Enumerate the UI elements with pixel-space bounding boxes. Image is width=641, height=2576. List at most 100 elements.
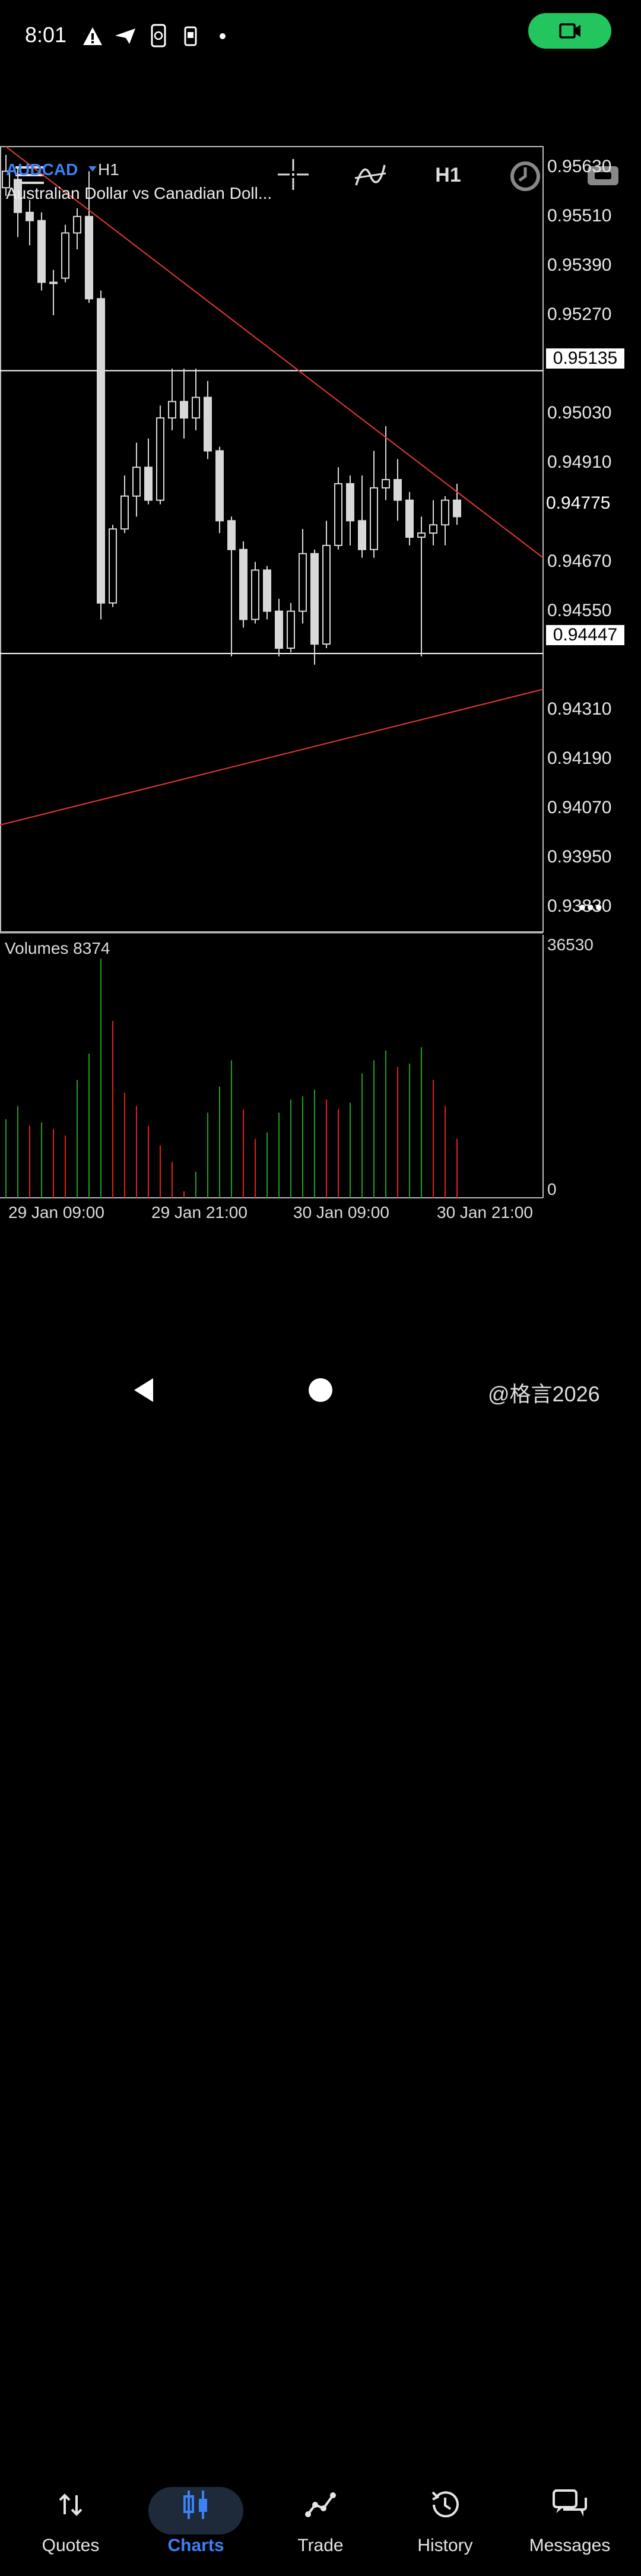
candle-body bbox=[394, 479, 402, 501]
candle-body bbox=[97, 298, 105, 604]
price-chart[interactable] bbox=[0, 144, 641, 1213]
nav-history[interactable]: History bbox=[392, 2481, 499, 2576]
charts-icon bbox=[183, 2491, 207, 2519]
price-tick-label: 0.95510 bbox=[547, 205, 612, 226]
watermark: @格言2026 bbox=[488, 1382, 600, 1406]
candle-body bbox=[132, 467, 141, 497]
chart-timeframe-label: H1 bbox=[98, 160, 119, 179]
video-camera-icon bbox=[559, 23, 580, 39]
indicators-icon[interactable] bbox=[354, 160, 387, 190]
nav-messages[interactable]: Messages bbox=[516, 2481, 623, 2576]
home-icon[interactable] bbox=[309, 1378, 332, 1402]
menu-icon[interactable] bbox=[15, 165, 44, 185]
candle-body bbox=[120, 495, 129, 530]
nav-quotes-label: Quotes bbox=[42, 2536, 100, 2555]
volumes-label: Volumes 8374 bbox=[5, 939, 110, 957]
chart-toolbar: H1 bbox=[0, 71, 641, 191]
candle-body bbox=[144, 467, 153, 501]
screen-record-button[interactable] bbox=[528, 13, 611, 49]
price-pane-frame bbox=[0, 146, 544, 932]
candle-body bbox=[251, 569, 259, 620]
candle-body bbox=[14, 179, 22, 213]
candle-body bbox=[73, 215, 81, 234]
candle-body bbox=[310, 553, 319, 645]
phone-icon bbox=[184, 26, 197, 46]
price-tick-label: 0.94190 bbox=[547, 748, 612, 769]
candle-body bbox=[287, 610, 295, 649]
back-icon[interactable] bbox=[132, 1377, 156, 1403]
nav-history-label: History bbox=[417, 2536, 473, 2555]
status-time: 8:01 bbox=[25, 23, 67, 47]
price-tick-label: 0.93830 bbox=[547, 896, 612, 916]
price-tick-label: 0.94070 bbox=[547, 798, 612, 818]
status-bar: 8:01 bbox=[0, 0, 641, 71]
time-label: 29 Jan 21:00 bbox=[151, 1203, 247, 1222]
symbol-label[interactable]: AUDCAD bbox=[6, 160, 78, 179]
price-tick-label: 0.94670 bbox=[547, 551, 612, 571]
candle-body bbox=[263, 569, 271, 612]
volume-scale-max: 36530 bbox=[547, 935, 594, 954]
price-tick-label: 0.95030 bbox=[547, 403, 612, 423]
current-price: 0.94775 bbox=[546, 493, 624, 513]
upper-level-price: 0.95135 bbox=[546, 348, 624, 369]
candle-body bbox=[85, 215, 93, 300]
candle-body bbox=[322, 544, 331, 645]
candle-body bbox=[26, 211, 34, 221]
candle-body bbox=[370, 487, 378, 550]
warning-icon bbox=[83, 27, 102, 45]
candle-body bbox=[453, 499, 461, 518]
trade-panel-icon[interactable] bbox=[586, 164, 620, 188]
nav-charts[interactable]: Charts bbox=[142, 2481, 249, 2576]
time-label: 30 Jan 21:00 bbox=[437, 1203, 533, 1222]
crosshair-icon[interactable] bbox=[278, 159, 309, 190]
price-tick-label: 0.95270 bbox=[547, 304, 612, 324]
candle-body bbox=[346, 483, 354, 522]
trendline bbox=[5, 146, 544, 559]
price-tick-label: 0.95630 bbox=[547, 156, 612, 176]
more-options-icon[interactable]: ••• bbox=[579, 896, 604, 919]
candle-body bbox=[37, 220, 46, 283]
history-icon bbox=[431, 2491, 459, 2518]
candle-body bbox=[156, 417, 164, 501]
candle-body bbox=[49, 281, 58, 284]
candle-body bbox=[275, 610, 283, 649]
candle-body bbox=[227, 520, 236, 550]
candle-body bbox=[2, 170, 10, 189]
candle-body bbox=[204, 396, 212, 452]
candle-body bbox=[441, 499, 449, 526]
candle-body bbox=[299, 553, 307, 612]
nav-trade[interactable]: Trade bbox=[267, 2481, 374, 2576]
nav-trade-label: Trade bbox=[297, 2536, 344, 2555]
timer-icon[interactable] bbox=[509, 160, 541, 192]
phone-sync-icon bbox=[151, 24, 166, 47]
candle-body bbox=[417, 532, 426, 538]
time-label: 29 Jan 09:00 bbox=[8, 1203, 104, 1222]
candle-body bbox=[429, 524, 437, 534]
candle-body bbox=[109, 528, 117, 604]
price-tick-label: 0.93950 bbox=[547, 847, 612, 867]
lower-level-price: 0.94447 bbox=[546, 625, 624, 645]
messages-icon bbox=[553, 2489, 587, 2517]
candle-body bbox=[180, 401, 188, 419]
price-tick-label: 0.94910 bbox=[547, 452, 612, 472]
nav-charts-label: Charts bbox=[167, 2536, 224, 2555]
candle-body bbox=[192, 396, 200, 419]
symbol-dropdown-icon[interactable] bbox=[88, 166, 97, 172]
volume-scale-min: 0 bbox=[547, 1180, 557, 1198]
send-icon bbox=[115, 28, 135, 44]
candle-body bbox=[168, 401, 176, 419]
candle-body bbox=[382, 479, 390, 488]
symbol-description: Australian Dollar vs Canadian Doll... bbox=[6, 184, 272, 202]
nav-quotes[interactable]: Quotes bbox=[17, 2481, 124, 2576]
price-tick-label: 0.94310 bbox=[547, 699, 612, 719]
bottom-nav: Quotes Charts Trade History Messages bbox=[0, 1235, 641, 2555]
trade-icon bbox=[305, 2492, 336, 2517]
candle-body bbox=[358, 520, 366, 550]
candle-body bbox=[61, 232, 69, 279]
price-tick-label: 0.95390 bbox=[547, 255, 612, 275]
notification-dot-icon bbox=[220, 33, 226, 39]
quotes-icon bbox=[59, 2493, 82, 2516]
timeframe-button[interactable]: H1 bbox=[435, 163, 461, 186]
nav-messages-label: Messages bbox=[529, 2536, 611, 2555]
candle-body bbox=[239, 548, 247, 620]
